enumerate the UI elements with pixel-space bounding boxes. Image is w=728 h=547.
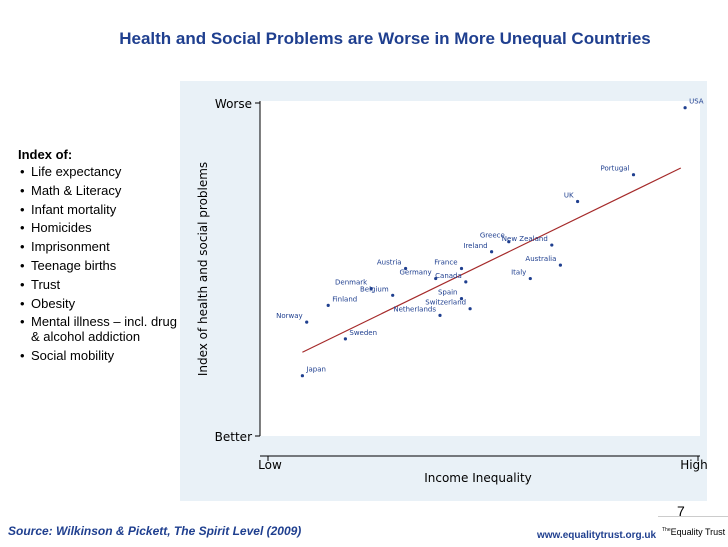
- data-label-new-zealand: New Zealand: [502, 235, 548, 243]
- data-point-usa: [683, 106, 687, 110]
- index-item-infant-mortality: Infant mortality: [18, 202, 178, 217]
- data-point-japan: [300, 374, 304, 378]
- data-label-netherlands: Netherlands: [393, 305, 436, 313]
- data-point-spain: [459, 297, 464, 301]
- y-tick-label-worse: Worse: [215, 97, 252, 111]
- data-point-italy: [528, 276, 532, 281]
- index-item-obesity: Obesity: [18, 296, 178, 311]
- index-item-homicides: Homicides: [18, 220, 178, 235]
- data-point-netherlands: [438, 313, 442, 317]
- data-point-australia: [558, 263, 562, 267]
- data-point-norway: [305, 320, 309, 324]
- data-label-spain: Spain: [438, 289, 458, 297]
- data-label-norway: Norway: [276, 312, 303, 320]
- equality-trust-logo: TheEquality Trust: [658, 516, 728, 547]
- y-tick-label-better: Better: [215, 430, 252, 444]
- index-item-life-expectancy: Life expectancy: [18, 164, 178, 179]
- data-point-canada: [464, 280, 468, 284]
- data-point-finland: [326, 303, 330, 307]
- data-label-canada: Canada: [435, 272, 462, 280]
- data-point-austria: [404, 266, 408, 271]
- data-label-switzerland: Switzerland: [425, 299, 466, 307]
- plot-area: [260, 101, 700, 436]
- index-item-mental-illness: Mental illness – incl. drug & alcohol ad…: [18, 314, 178, 344]
- trend-line-layer: [302, 167, 682, 353]
- data-point-denmark: [369, 287, 373, 291]
- data-label-greece: Greece: [480, 232, 505, 240]
- data-point-switzerland: [468, 307, 472, 311]
- index-item-imprisonment: Imprisonment: [18, 239, 178, 254]
- scatter-chart: Worse Better Low High Income Inequality …: [196, 97, 707, 485]
- x-tick-label-low: Low: [258, 458, 282, 472]
- index-list-panel: Index of: Life expectancy Math & Literac…: [18, 147, 178, 367]
- index-heading: Index of:: [18, 147, 73, 162]
- slide-title: Health and Social Problems are Worse in …: [119, 29, 651, 48]
- source-citation: Source: Wilkinson & Pickett, The Spirit …: [8, 524, 302, 538]
- data-point-greece: [507, 240, 511, 244]
- data-point-germany: [434, 276, 438, 281]
- website-link[interactable]: www.equalitytrust.org.uk: [537, 530, 657, 541]
- data-label-austria: Austria: [377, 259, 402, 267]
- data-point-sweden: [343, 337, 347, 341]
- logo-wordmark: TheEquality Trust: [662, 527, 725, 537]
- index-item-math-literacy: Math & Literacy: [18, 183, 178, 198]
- data-label-finland: Finland: [332, 295, 357, 303]
- data-label-ireland: Ireland: [463, 242, 487, 250]
- x-axis-label: Income Inequality: [424, 471, 532, 485]
- data-label-portugal: Portugal: [601, 165, 630, 173]
- data-point-uk: [576, 199, 580, 204]
- data-point-belgium: [391, 293, 395, 297]
- data-label-japan: Japan: [305, 366, 326, 374]
- data-label-denmark: Denmark: [335, 279, 368, 287]
- x-tick-label-high: High: [680, 458, 707, 472]
- logo-prefix: The: [662, 527, 671, 533]
- data-label-usa: USA: [689, 98, 704, 106]
- page-number: 7: [677, 503, 685, 519]
- index-list: Life expectancy Math & Literacy Infant m…: [18, 164, 178, 363]
- data-point-new-zealand: [550, 243, 554, 247]
- index-item-trust: Trust: [18, 277, 178, 292]
- data-label-belgium: Belgium: [360, 285, 389, 293]
- index-item-teenage-births: Teenage births: [18, 258, 178, 273]
- logo-name: Equality Trust: [670, 527, 726, 537]
- data-label-uk: UK: [564, 192, 574, 200]
- data-label-germany: Germany: [400, 269, 432, 277]
- data-point-ireland: [490, 250, 494, 254]
- data-point-portugal: [631, 173, 636, 177]
- trend-line: [302, 167, 682, 353]
- data-label-italy: Italy: [511, 269, 526, 277]
- data-label-sweden: Sweden: [349, 329, 377, 337]
- data-point-france: [459, 266, 464, 271]
- index-item-social-mobility: Social mobility: [18, 348, 178, 363]
- data-label-australia: Australia: [525, 255, 556, 263]
- y-axis-label: Index of health and social problems: [196, 162, 210, 376]
- data-label-france: France: [434, 259, 457, 267]
